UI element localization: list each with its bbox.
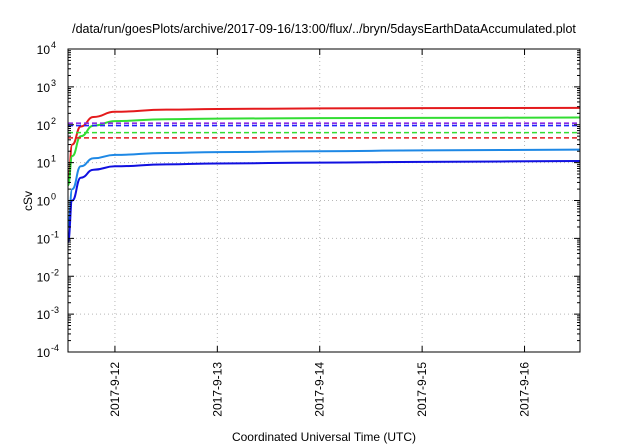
series-lines [67, 106, 581, 244]
grid-lines [68, 49, 580, 352]
series-line-4 [67, 160, 581, 244]
series-line-1 [67, 106, 581, 184]
y-tick-label: 10 [37, 43, 51, 57]
x-tick-label: 2017-9-13 [210, 362, 224, 417]
y-tick-exponent: -3 [51, 305, 59, 315]
y-tick-exponent: 0 [51, 192, 56, 202]
y-tick-label: 10 [37, 81, 51, 95]
y-tick-exponent: 3 [51, 78, 56, 88]
y-tick-exponent: -2 [51, 267, 59, 277]
y-tick-label: 10 [37, 195, 51, 209]
chart-title: /data/run/goesPlots/archive/2017-09-16/1… [72, 22, 576, 36]
x-tick-label: 2017-9-14 [313, 362, 327, 417]
y-axis-label: cSv [21, 191, 35, 211]
x-tick-label: 2017-9-15 [415, 362, 429, 417]
y-tick-label: 10 [37, 232, 51, 246]
y-tick-exponent: 4 [51, 40, 56, 50]
x-axis-label: Coordinated Universal Time (UTC) [232, 430, 416, 444]
y-tick-exponent: 2 [51, 116, 56, 126]
y-tick-exponent: 1 [51, 154, 56, 164]
y-tick-exponent: -1 [51, 229, 59, 239]
y-tick-label: 10 [37, 119, 51, 133]
x-tick-label: 2017-9-16 [518, 362, 532, 417]
y-tick-label: 10 [37, 270, 51, 284]
y-tick-label: 10 [37, 346, 51, 360]
x-axis: 2017-9-12 2017-9-13 2017-9-14 2017-9-15 2017… [108, 49, 532, 417]
x-tick-label: 2017-9-12 [108, 362, 122, 417]
y-tick-label: 10 [37, 308, 51, 322]
series-line-2 [67, 116, 581, 187]
series-line-3 [67, 148, 581, 228]
y-tick-exponent: -4 [51, 343, 59, 353]
y-tick-label: 10 [37, 157, 51, 171]
